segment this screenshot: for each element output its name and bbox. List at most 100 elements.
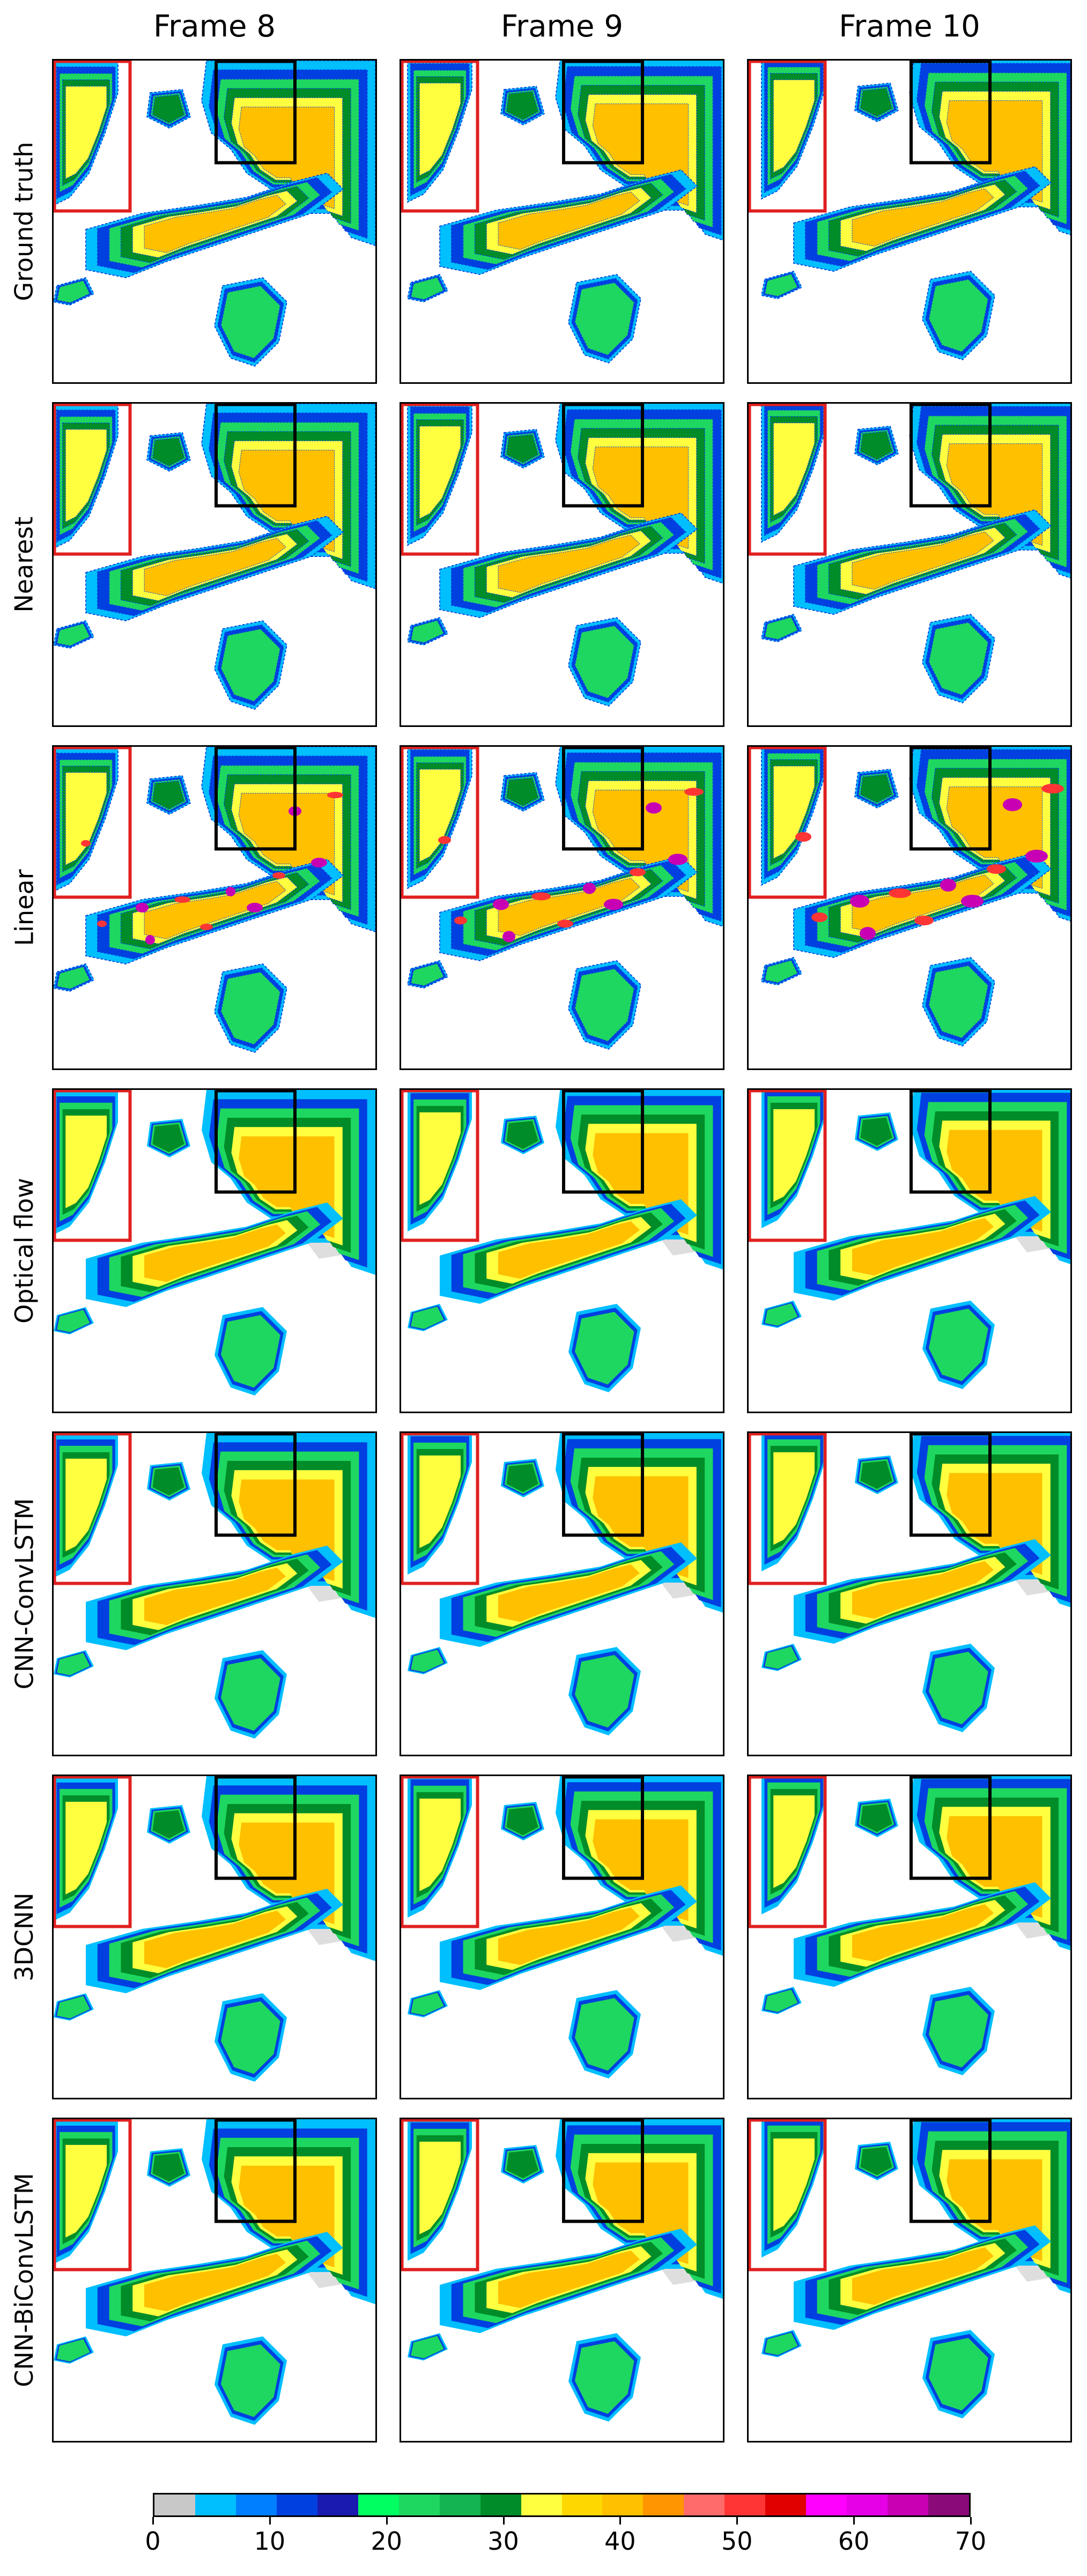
echo-region bbox=[220, 628, 281, 702]
highlight-box-black bbox=[909, 2119, 992, 2223]
echo-region bbox=[152, 1467, 184, 1496]
colorbar-segment bbox=[888, 2495, 929, 2515]
echo-region bbox=[410, 277, 445, 300]
radar-panel bbox=[52, 1088, 377, 1413]
radar-panel bbox=[400, 1431, 724, 1756]
colorbar-segment bbox=[643, 2495, 684, 2515]
colorbar-tick bbox=[619, 2517, 622, 2525]
row-label-ground-truth: Ground truth bbox=[10, 142, 39, 301]
echo-region bbox=[411, 1993, 444, 2015]
colorbar-tick-label: 60 bbox=[838, 2527, 870, 2556]
echo-region bbox=[65, 2144, 107, 2238]
colorbar-tick-label: 50 bbox=[721, 2527, 753, 2556]
echo-region bbox=[928, 1995, 988, 2068]
highlight-box-black bbox=[215, 1433, 297, 1537]
highlight-box-black bbox=[909, 1090, 992, 1194]
colorbar-segment bbox=[561, 2495, 603, 2515]
highlight-box-red bbox=[749, 1090, 827, 1242]
echo-region bbox=[506, 777, 539, 807]
colorbar-tick-label: 40 bbox=[604, 2527, 636, 2556]
echo-region bbox=[928, 965, 989, 1039]
highlight-box-red bbox=[54, 2119, 132, 2271]
radar-panel bbox=[747, 2118, 1072, 2443]
highlight-box-black bbox=[562, 1090, 644, 1194]
echo-region bbox=[646, 802, 662, 814]
echo-region bbox=[65, 772, 107, 866]
echo-region bbox=[152, 1124, 184, 1153]
colorbar-segment bbox=[439, 2495, 480, 2515]
echo-region bbox=[498, 191, 640, 250]
echo-region bbox=[765, 2333, 798, 2355]
radar-panel bbox=[400, 1775, 724, 2099]
echo-region bbox=[852, 1904, 994, 1962]
colorbar-tick bbox=[970, 2517, 972, 2525]
highlight-box-black bbox=[909, 747, 992, 851]
echo-region bbox=[557, 919, 573, 928]
echo-region bbox=[940, 879, 956, 892]
echo-region bbox=[852, 531, 994, 590]
radar-panel bbox=[400, 745, 724, 1070]
echo-region bbox=[928, 1652, 988, 1725]
echo-region bbox=[574, 1655, 634, 1728]
colorbar-tick bbox=[269, 2517, 271, 2525]
echo-region bbox=[574, 282, 635, 356]
highlight-box-red bbox=[54, 1090, 132, 1242]
highlight-box-black bbox=[909, 1776, 992, 1880]
echo-region bbox=[684, 788, 704, 796]
radar-panel bbox=[52, 1431, 377, 1756]
echo-region bbox=[506, 434, 539, 464]
radar-panel bbox=[52, 745, 377, 1070]
echo-region bbox=[419, 426, 461, 519]
echo-region bbox=[852, 1218, 994, 1276]
echo-region bbox=[502, 931, 515, 942]
echo-region bbox=[773, 1795, 815, 1888]
echo-region bbox=[81, 840, 91, 847]
echo-region bbox=[498, 1564, 640, 1622]
echo-region bbox=[410, 963, 445, 986]
echo-region bbox=[57, 2339, 90, 2362]
radar-panel bbox=[747, 1431, 1072, 1756]
echo-region bbox=[411, 1650, 444, 1672]
highlight-box-red bbox=[749, 404, 827, 556]
echo-region bbox=[506, 91, 539, 121]
echo-region bbox=[65, 86, 107, 180]
colorbar-segment bbox=[317, 2495, 358, 2515]
echo-region bbox=[811, 912, 827, 922]
echo-region bbox=[668, 853, 687, 865]
highlight-box-red bbox=[54, 404, 132, 556]
echo-region bbox=[928, 279, 989, 353]
highlight-box-red bbox=[54, 61, 132, 213]
echo-region bbox=[144, 1911, 286, 1969]
echo-region bbox=[860, 2147, 892, 2176]
row-label-cnn-biconvlstm: CNN-BiConvLSTM bbox=[10, 2173, 39, 2387]
colorbar-segment bbox=[724, 2495, 766, 2515]
echo-region bbox=[498, 2251, 640, 2308]
colorbar-tick-label: 70 bbox=[955, 2527, 987, 2556]
echo-region bbox=[152, 781, 185, 810]
highlight-box-red bbox=[749, 1776, 827, 1928]
echo-region bbox=[852, 1561, 994, 1619]
radar-panel bbox=[400, 1088, 724, 1413]
echo-region bbox=[144, 2254, 286, 2312]
highlight-box-red bbox=[749, 2119, 827, 2271]
column-title-frame-8: Frame 8 bbox=[153, 9, 276, 44]
highlight-box-black bbox=[562, 1433, 644, 1537]
echo-region bbox=[928, 622, 989, 696]
echo-region bbox=[57, 1310, 90, 1332]
echo-region bbox=[311, 858, 327, 867]
echo-region bbox=[773, 766, 815, 859]
echo-region bbox=[795, 832, 811, 842]
highlight-box-black bbox=[215, 1776, 297, 1880]
radar-panel bbox=[52, 402, 377, 727]
echo-region bbox=[419, 1112, 461, 1205]
column-title-frame-9: Frame 9 bbox=[501, 9, 623, 44]
radar-panel bbox=[52, 59, 377, 384]
highlight-box-black bbox=[562, 61, 644, 165]
echo-region bbox=[860, 927, 876, 940]
colorbar-segment bbox=[358, 2495, 399, 2515]
colorbar-segment bbox=[928, 2495, 970, 2515]
radar-panel bbox=[52, 2118, 377, 2443]
highlight-box-black bbox=[562, 747, 644, 851]
colorbar-segment bbox=[806, 2495, 847, 2515]
echo-region bbox=[65, 1458, 107, 1551]
